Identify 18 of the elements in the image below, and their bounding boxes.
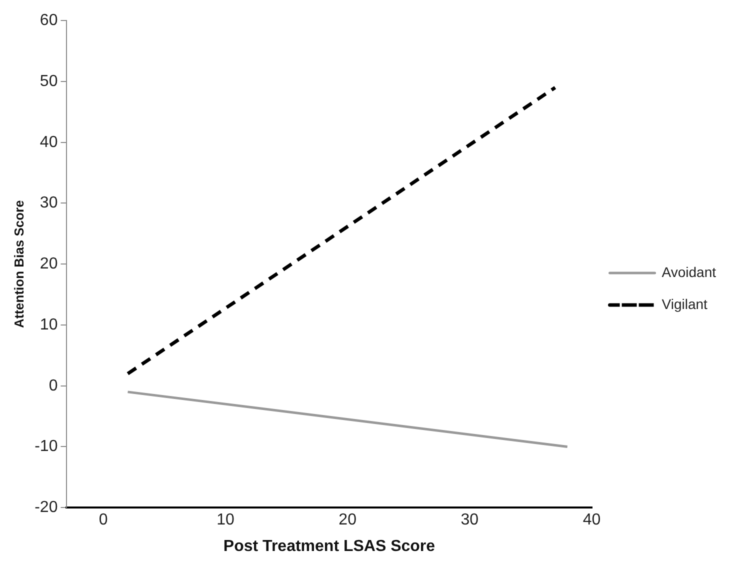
y-tick-label: 40	[40, 134, 58, 151]
x-tick-label: 20	[338, 512, 357, 529]
y-tick-label: 20	[40, 256, 58, 273]
y-tick-label: 50	[40, 72, 58, 90]
legend-label: Vigilant	[662, 296, 708, 312]
y-tick-label: -20	[34, 499, 58, 516]
x-axis-title: Post Treatment LSAS Score	[223, 538, 436, 555]
y-tick-label: 10	[40, 316, 58, 334]
y-tick-label: 30	[40, 194, 58, 212]
y-axis-title: Attention Bias Score	[11, 200, 26, 328]
y-tick-label: -10	[34, 438, 58, 456]
x-tick-label: 40	[582, 512, 601, 529]
x-tick-label: 0	[98, 512, 108, 529]
y-tick-label: 0	[48, 377, 58, 394]
x-tick-label: 30	[460, 512, 479, 529]
y-tick-label: 60	[40, 12, 58, 30]
x-tick-label: 10	[216, 512, 234, 529]
legend-label: Avoidant	[662, 264, 716, 280]
